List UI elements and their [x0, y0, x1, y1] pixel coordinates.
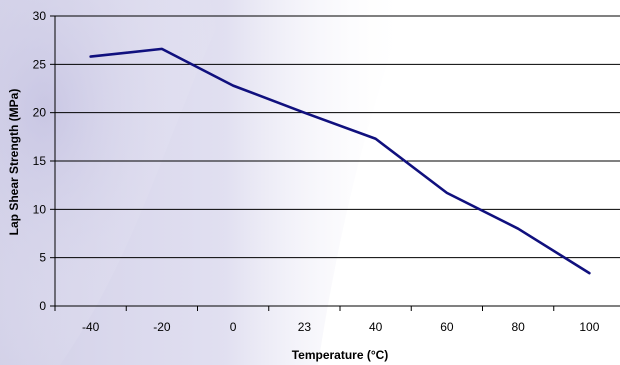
x-tick-label: 40 [369, 320, 383, 334]
y-tick-label: 15 [33, 154, 47, 168]
x-tick-label: 0 [230, 320, 237, 334]
x-tick-label: 23 [298, 320, 312, 334]
series-layer [89, 47, 591, 275]
y-tick-label: 25 [33, 57, 47, 71]
y-tick-label: 20 [33, 106, 47, 120]
x-tick-label: -20 [153, 320, 171, 334]
x-tick-label: 60 [440, 320, 454, 334]
y-tick-label: 0 [39, 299, 46, 313]
y-axis-title: Lap Shear Strength (MPa) [7, 89, 21, 236]
background-decoration [0, 0, 410, 365]
x-tick-label: 80 [511, 320, 525, 334]
x-tick-label: 100 [579, 320, 599, 334]
y-tick-label: 10 [33, 202, 47, 216]
y-axis-ticks: 0 5 10 15 20 25 30 [33, 9, 55, 313]
y-tick-label: 30 [33, 9, 47, 23]
gridlines [55, 15, 620, 259]
x-axis-title: Temperature (°C) [292, 348, 389, 362]
x-axis-ticks: -40 -20 0 23 40 60 80 100 [54, 306, 600, 334]
series-line [89, 47, 591, 275]
y-tick-label: 5 [39, 251, 46, 265]
x-tick-label: -40 [82, 320, 100, 334]
